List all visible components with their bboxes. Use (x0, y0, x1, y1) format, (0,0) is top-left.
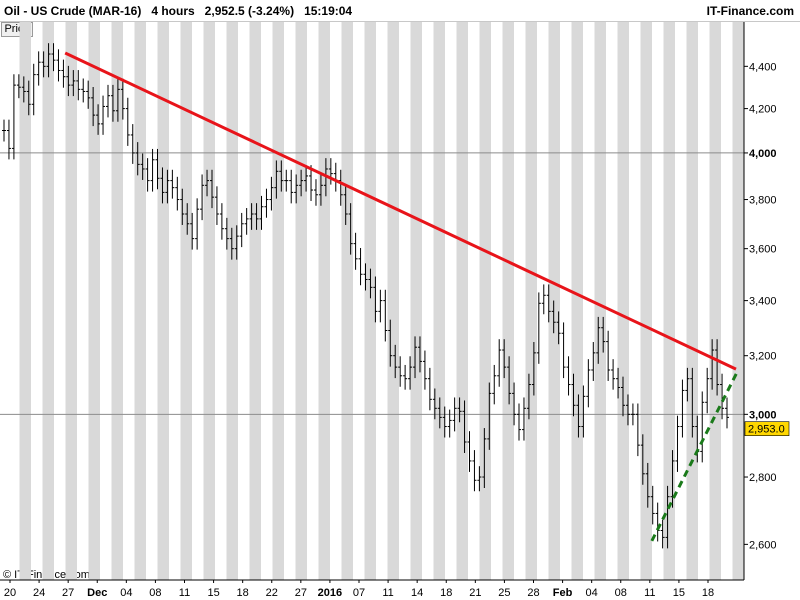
y-tick-label: 4,000 (749, 148, 777, 160)
x-axis: 20 24 27 Dec 04 08 11 15 18 22 27 2016 07 11 14 18 21 25 2… (0, 579, 744, 599)
x-tick-label: 04 (586, 587, 598, 599)
day-band (180, 22, 192, 580)
x-tick-label: 22 (266, 587, 278, 599)
price-bars (2, 43, 729, 549)
day-band (272, 22, 284, 580)
y-tick-label: 3,800 (749, 195, 777, 207)
x-tick-label: 27 (295, 587, 307, 599)
day-band (387, 22, 399, 580)
y-tick-label: 2,800 (749, 472, 777, 484)
x-tick-label: 28 (527, 587, 539, 599)
day-band (456, 22, 468, 580)
day-band (318, 22, 330, 580)
day-band (19, 22, 31, 580)
x-tick-label: 08 (149, 587, 161, 599)
chart-title: Oil - US Crude (MAR-16) 4 hours 2,952.5 … (4, 4, 353, 18)
day-band (548, 22, 560, 580)
x-tick-label: 14 (411, 587, 423, 599)
y-tick-label: 3,400 (749, 296, 777, 308)
x-tick-label: 18 (702, 587, 714, 599)
x-tick-label: 18 (237, 587, 249, 599)
trendlines (64, 51, 740, 542)
day-band (709, 22, 721, 580)
y-tick-label: 3,200 (749, 351, 777, 363)
y-tick-label: 4,200 (749, 104, 777, 116)
x-tick-label: 08 (615, 587, 627, 599)
day-band (525, 22, 537, 580)
day-band (594, 22, 606, 580)
day-band (65, 22, 77, 580)
last-price-label: 2,953.0 (748, 424, 785, 436)
x-tick-label: 15 (673, 587, 685, 599)
y-tick-label: 3,000 (749, 409, 777, 421)
y-tick-label: 2,600 (749, 539, 777, 551)
day-band (203, 22, 215, 580)
x-tick-label: 18 (440, 587, 452, 599)
last-price-box (744, 421, 790, 436)
day-band (157, 22, 169, 580)
x-tick-label: 2016 (318, 587, 342, 599)
x-tick-label: 25 (498, 587, 510, 599)
y-axis: 4,400 4,200 4,000 3,800 3,600 3,400 3,200 3,000… (743, 22, 777, 580)
last-price-marker: 2,953.0 (744, 421, 790, 436)
day-band (410, 22, 422, 580)
day-band (732, 22, 744, 580)
day-band (640, 22, 652, 580)
x-tick-label: 11 (382, 587, 393, 599)
x-tick-label: Feb (553, 587, 573, 599)
day-band (42, 22, 54, 580)
support-trendline (650, 369, 740, 542)
x-tick-label: 20 (4, 587, 16, 599)
day-band (134, 22, 146, 580)
day-band (364, 22, 376, 580)
x-tick-label: 04 (120, 587, 132, 599)
day-band (111, 22, 123, 580)
x-tick-label: 11 (644, 587, 655, 599)
x-tick-label: 15 (207, 587, 219, 599)
day-band (686, 22, 698, 580)
day-band (226, 22, 238, 580)
day-band (433, 22, 445, 580)
y-tick-label: 3,600 (749, 244, 777, 256)
day-band (479, 22, 491, 580)
day-band (341, 22, 353, 580)
day-band (502, 22, 514, 580)
x-tick-label: 07 (353, 587, 365, 599)
y-tick-label: 4,400 (749, 61, 777, 73)
day-bands (19, 22, 744, 580)
resistance-trendline (64, 51, 737, 371)
x-tick-label: Dec (87, 587, 107, 599)
x-tick-label: 11 (179, 587, 190, 599)
x-tick-label: 24 (33, 587, 45, 599)
day-band (88, 22, 100, 580)
chart-header: Oil - US Crude (MAR-16) 4 hours 2,952.5 … (0, 0, 800, 22)
day-band (617, 22, 629, 580)
day-band (295, 22, 307, 580)
grid-lines (0, 152, 744, 415)
x-tick-label: 27 (62, 587, 74, 599)
day-band (249, 22, 261, 580)
day-band (663, 22, 675, 580)
x-tick-label: 21 (469, 587, 481, 599)
brand-name: IT-Finance.com (706, 4, 794, 18)
day-band (571, 22, 583, 580)
